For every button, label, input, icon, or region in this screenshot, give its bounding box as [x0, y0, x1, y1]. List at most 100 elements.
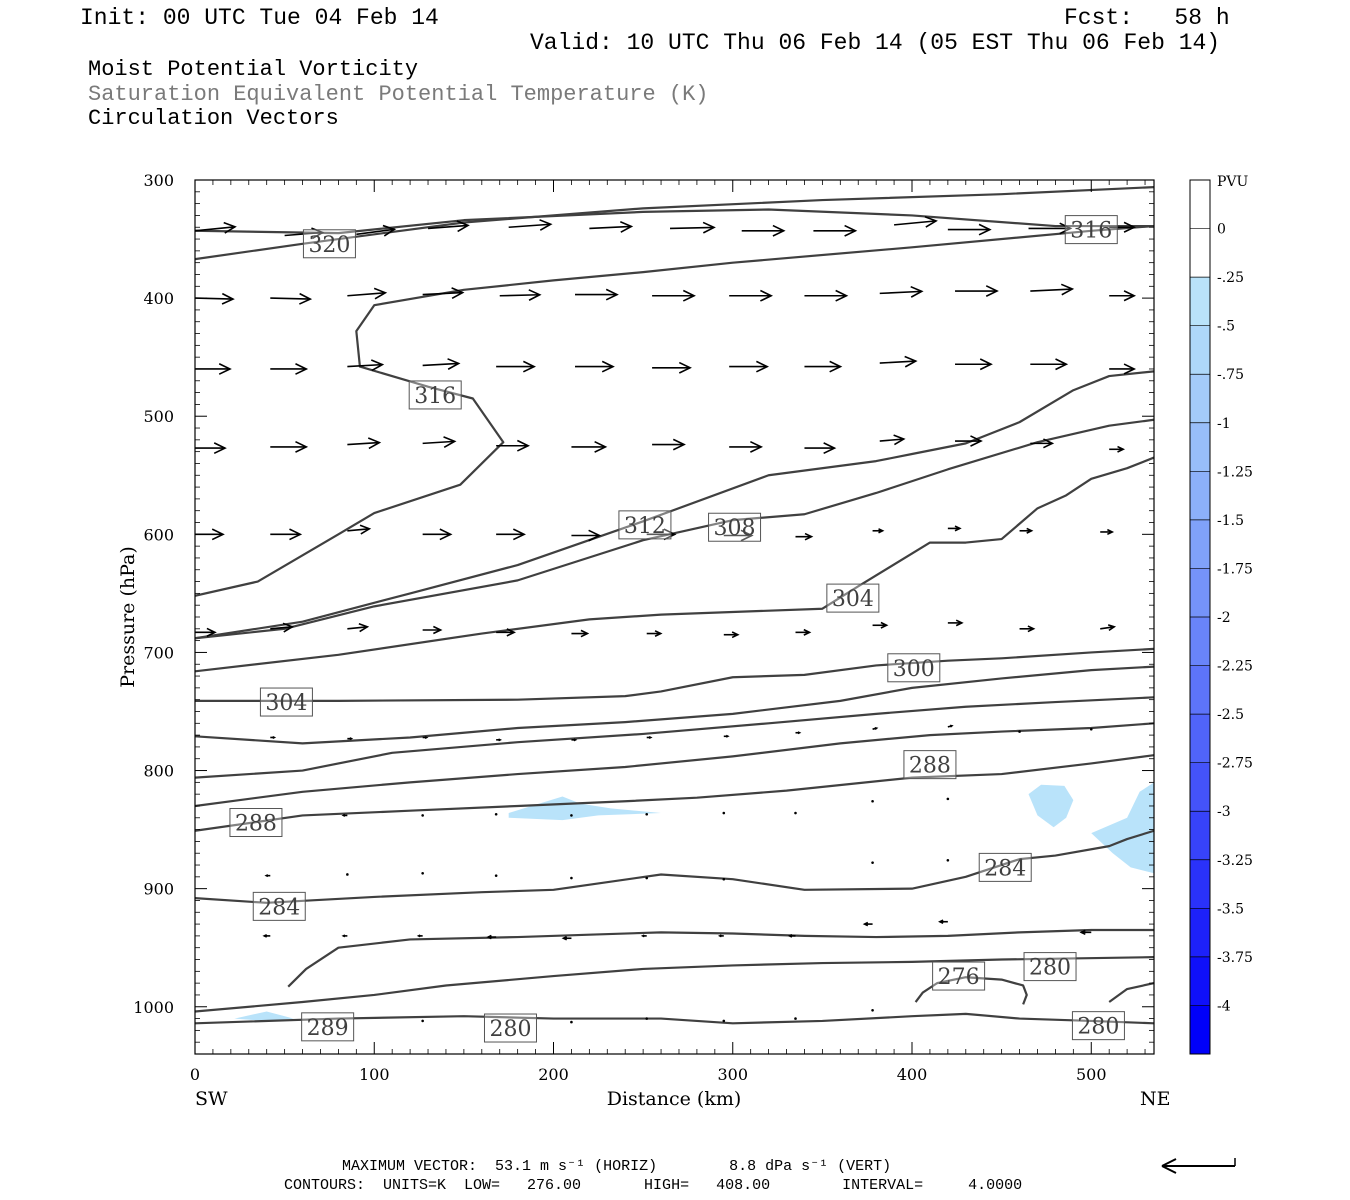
vector-arrow-68: [422, 625, 443, 635]
colorbar-label: -3: [1217, 804, 1231, 820]
vector-head: [938, 919, 944, 925]
vector-shaft: [347, 527, 370, 532]
vector-dot: [1018, 730, 1021, 733]
vector-arrow-109: [341, 934, 348, 938]
vector-shaft: [879, 438, 904, 442]
contour-label-text: 288: [909, 754, 951, 779]
vector-head: [528, 289, 542, 301]
contour-320-0: [195, 185, 1154, 261]
contour-label-box: [978, 852, 1032, 882]
vector-head: [835, 289, 849, 302]
negative-pv-region-3: [234, 1011, 294, 1021]
contour-304-5: [195, 456, 1154, 673]
vector-arrow-9: [894, 215, 938, 228]
contour-label-box: [408, 380, 462, 410]
vector-shaft: [270, 297, 311, 300]
colorbar-swatch-7: [1190, 519, 1210, 569]
vector-arrow-111: [486, 934, 497, 940]
colorbar-swatch-3: [1190, 325, 1210, 375]
contour-288-16: [195, 1012, 1154, 1025]
vector-dot: [946, 859, 950, 862]
vector-shaft: [195, 225, 236, 232]
vector-shaft: [499, 293, 540, 297]
vector-arrow-20: [729, 289, 774, 302]
negative-pv-region-0: [508, 796, 662, 821]
vector-dot: [570, 814, 573, 817]
colorbar-unit: PVU: [1217, 174, 1249, 190]
vector-dot: [645, 876, 649, 880]
vector-arrow-124: [871, 1009, 874, 1012]
vector-arrow-63: [1019, 527, 1034, 534]
y-tick-label: 800: [143, 762, 174, 781]
vector-dot: [494, 874, 498, 877]
vector-head: [1123, 363, 1137, 375]
vector-arrow-105: [722, 877, 726, 881]
contour-label-text: 316: [414, 384, 456, 409]
vector-arrow-43: [496, 439, 530, 452]
vector-head: [672, 438, 686, 451]
vector-shaft: [879, 290, 922, 295]
vector-shaft: [270, 626, 293, 630]
vector-arrow-14: [270, 292, 313, 305]
vector-arrow-16: [422, 287, 465, 300]
contour-label-0: 320: [302, 229, 356, 259]
vector-arrow-65: [195, 627, 217, 637]
vector-head: [893, 434, 906, 446]
vector-shaft: [894, 220, 937, 226]
vector-head: [756, 360, 770, 373]
colorbar-label: -1.5: [1217, 513, 1244, 529]
x-axis-right-label: NE: [1140, 1088, 1171, 1110]
vector-arrow-7: [741, 224, 786, 237]
vector-head: [561, 935, 568, 941]
vector-arrow-56: [496, 528, 526, 541]
contour-label-box: [259, 687, 313, 717]
vector-arrow-91: [421, 814, 424, 817]
y-tick-label: 900: [143, 880, 174, 899]
vector-arrow-99: [264, 874, 271, 878]
vector-head: [223, 221, 237, 234]
contour-label-4: 308: [708, 512, 762, 542]
vector-head: [416, 934, 421, 938]
vector-arrow-18: [575, 288, 619, 301]
vector-dot: [570, 1020, 573, 1024]
vector-head: [358, 622, 370, 633]
pv-colorbar: 0 -.25 -.5 -.75 -1 -1.25 -1.5 -1.75 -2 -2.25 -2.5 -…: [1189, 179, 1253, 1055]
vector-arrow-37: [1030, 358, 1069, 371]
colorbar-label: -1.75: [1217, 561, 1253, 577]
colorbar-label: -3.75: [1217, 950, 1253, 966]
vector-arrow-67: [347, 622, 370, 633]
contour-284-11: [195, 829, 1154, 904]
vector-head: [299, 292, 313, 305]
vector-arrow-31: [575, 360, 615, 373]
vector-arrow-3: [427, 220, 470, 233]
vector-arrow-54: [347, 524, 372, 535]
vector-head: [451, 287, 465, 300]
vector-arrow-5: [589, 220, 634, 233]
vector-shaft: [508, 223, 551, 229]
vector-arrow-89: [1089, 727, 1093, 731]
vector-arrow-86: [872, 727, 879, 731]
vector-head: [823, 442, 837, 455]
vector-head: [979, 358, 993, 371]
colorbar-label: -1: [1217, 416, 1231, 432]
vector-head: [522, 360, 536, 373]
vector-head: [663, 528, 677, 541]
contour-label-text: 288: [235, 812, 277, 837]
vector-head: [924, 215, 938, 228]
contour-label-text: 300: [893, 657, 935, 682]
vector-arrow-97: [871, 799, 874, 803]
vector-head: [272, 735, 277, 739]
colorbar-label: -.25: [1217, 270, 1244, 286]
vector-arrow-2: [356, 224, 397, 237]
vector-head: [640, 934, 645, 938]
negative-pv-region-1: [1028, 784, 1074, 828]
contour-label-text: 320: [308, 233, 350, 258]
vector-arrow-118: [1079, 929, 1092, 936]
colorbar-swatch-14: [1190, 859, 1210, 909]
vector-arrow-85: [795, 731, 802, 735]
colorbar-swatch-12: [1190, 762, 1210, 812]
vector-arrow-10: [947, 223, 992, 236]
colorbar-label: -.5: [1217, 319, 1235, 335]
vector-arrow-48: [879, 434, 906, 446]
contour-labels: 320 316 316 312 308 304 300 304 288 288 284 284 280 2…: [229, 215, 1125, 1043]
